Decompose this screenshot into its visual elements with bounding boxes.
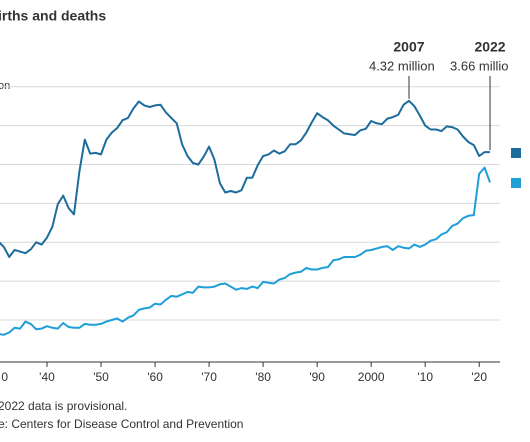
annotation-text: 3.66 millio [450, 58, 509, 73]
x-tick-label: 2000 [358, 370, 385, 384]
x-tick-label: '60 [147, 370, 163, 384]
x-tick-label: '20 [471, 370, 487, 384]
x-tick-label: '10 [417, 370, 433, 384]
x-tick-label: '40 [39, 370, 55, 384]
series-line [0, 99, 490, 258]
x-tick-label: '80 [255, 370, 271, 384]
note: 2022 data is provisional. [0, 399, 127, 413]
x-tick-label: '50 [93, 370, 109, 384]
legend-swatch [511, 148, 521, 158]
annotation-text: 4.32 million [369, 58, 435, 73]
chart-title: irths and deaths [0, 8, 106, 24]
annotation-year: 2022 [474, 39, 505, 55]
y-axis-label: on [0, 80, 10, 92]
source: e: Centers for Disease Control and Preve… [0, 417, 243, 431]
series-line [0, 166, 491, 336]
x-tick-label: 0 [1, 370, 8, 384]
annotation-year: 2007 [393, 39, 424, 55]
x-tick-label: '70 [201, 370, 217, 384]
legend-swatch [511, 178, 521, 188]
x-tick-label: '90 [309, 370, 325, 384]
